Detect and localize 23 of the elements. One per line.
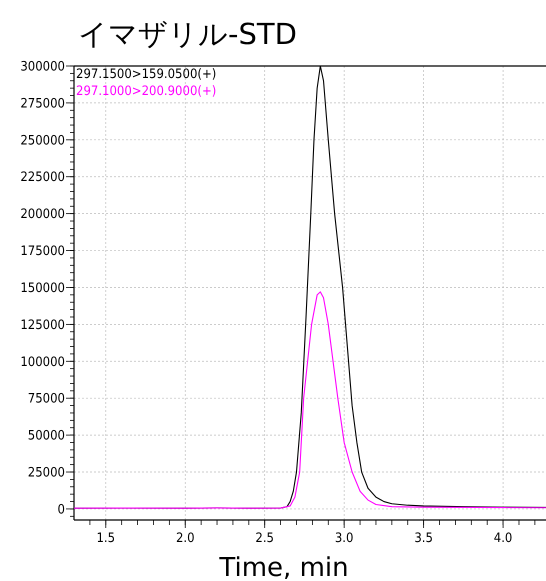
text: 297.1000>200.9000(+) [76,84,216,99]
x-tick-label: 3.0 [334,531,354,546]
chart-title: イマザリル-STD [78,17,297,51]
x-tick-label: 3.5 [414,531,433,546]
text: 297.1500>159.0500(+) [76,67,216,82]
y-tick-label: 300000 [20,60,65,74]
y-tick-label: 50000 [28,428,65,444]
y-tick-label: 100000 [20,354,65,370]
y-tick-label: 275000 [20,96,65,112]
y-tick-label: 250000 [20,133,65,148]
x-tick-label: 2.5 [255,531,274,546]
x-axis-title: Time, min [218,553,349,581]
y-tick-label: 175000 [20,244,65,260]
y-tick-label: 125000 [20,318,65,333]
y-tick-label: 225000 [20,170,65,186]
y-tick-label: 75000 [28,392,65,407]
y-tick-label: 25000 [28,466,65,481]
y-tick-label: 0 [58,502,65,518]
x-tick-label: 1.5 [96,531,116,546]
y-tick-label: 150000 [20,280,65,296]
y-tick-label: 200000 [20,207,65,222]
x-tick-label: 2.0 [176,531,195,546]
x-tick-label: 4.0 [494,531,512,546]
